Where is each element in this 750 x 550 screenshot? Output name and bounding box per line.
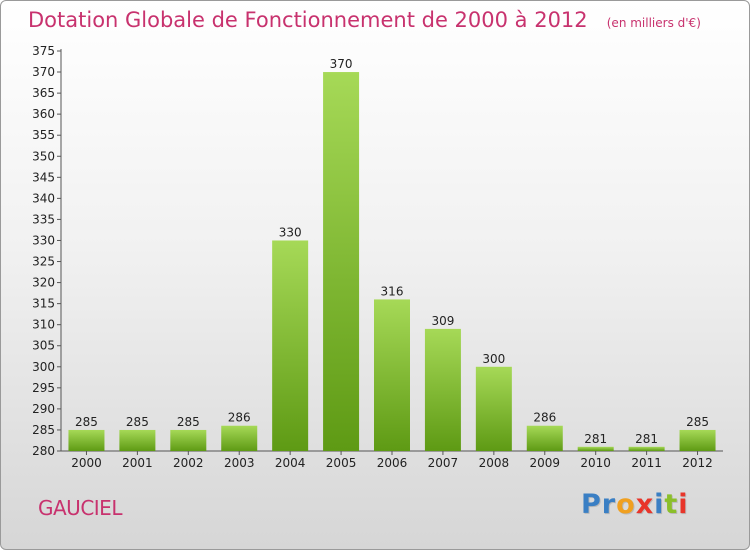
logo-letter: t bbox=[664, 489, 679, 520]
x-tick-label: 2009 bbox=[529, 456, 560, 470]
logo-letter: r bbox=[601, 489, 617, 520]
y-tick-label: 340 bbox=[32, 191, 55, 205]
bar bbox=[526, 425, 563, 451]
y-tick-label: 375 bbox=[32, 44, 55, 58]
y-tick-label: 360 bbox=[32, 107, 55, 121]
logo-letter: o bbox=[616, 489, 636, 520]
proxiti-logo: Proxiti bbox=[581, 489, 689, 520]
data-label: 285 bbox=[177, 415, 200, 429]
x-tick-label: 2000 bbox=[71, 456, 102, 470]
data-label: 286 bbox=[533, 411, 556, 425]
y-tick-label: 285 bbox=[32, 423, 55, 437]
bar bbox=[628, 446, 665, 451]
bar bbox=[323, 72, 360, 451]
chart-bars bbox=[68, 72, 716, 451]
bar bbox=[68, 429, 105, 451]
bar bbox=[272, 240, 309, 451]
chart-title: Dotation Globale de Fonctionnement de 20… bbox=[28, 8, 588, 32]
logo-letter: x bbox=[635, 489, 655, 520]
y-tick-label: 315 bbox=[32, 297, 55, 311]
y-tick-label: 335 bbox=[32, 212, 55, 226]
y-tick-label: 370 bbox=[32, 65, 55, 79]
data-label: 316 bbox=[381, 284, 404, 298]
x-tick-label: 2012 bbox=[682, 456, 713, 470]
y-tick-label: 300 bbox=[32, 360, 55, 374]
y-tick-label: 350 bbox=[32, 149, 55, 163]
data-label: 285 bbox=[126, 415, 149, 429]
y-tick-label: 290 bbox=[32, 402, 55, 416]
bar bbox=[119, 429, 156, 451]
x-tick-label: 2006 bbox=[377, 456, 408, 470]
x-tick-label: 2001 bbox=[122, 456, 153, 470]
y-tick-label: 280 bbox=[32, 444, 55, 458]
x-tick-label: 2002 bbox=[173, 456, 204, 470]
y-tick-label: 345 bbox=[32, 170, 55, 184]
x-tick-label: 2004 bbox=[275, 456, 306, 470]
bar bbox=[221, 425, 258, 451]
data-label: 285 bbox=[686, 415, 709, 429]
logo-letter: i bbox=[654, 489, 665, 520]
data-label: 281 bbox=[584, 432, 607, 446]
y-tick-label: 330 bbox=[32, 233, 55, 247]
y-tick-label: 355 bbox=[32, 128, 55, 142]
chart-axes: 280 285 290 295 300 305 310 315 320 325 330 335 340 3… bbox=[32, 44, 723, 458]
bar bbox=[170, 429, 207, 451]
chart-labels: 2000 285 2001 285 2002 285 2003 286 2004 330 2005 3… bbox=[71, 57, 713, 470]
bar bbox=[577, 446, 614, 451]
chart-unit-note: (en milliers d'€) bbox=[606, 16, 701, 30]
bar bbox=[475, 366, 512, 451]
bar bbox=[424, 328, 461, 451]
y-tick-label: 320 bbox=[32, 276, 55, 290]
logo-letter: i bbox=[678, 489, 689, 520]
x-tick-label: 2008 bbox=[479, 456, 510, 470]
data-label: 309 bbox=[431, 314, 454, 328]
y-tick-label: 305 bbox=[32, 339, 55, 353]
title-row: Dotation Globale de Fonctionnement de 20… bbox=[28, 8, 701, 32]
y-tick-label: 310 bbox=[32, 318, 55, 332]
data-label: 370 bbox=[330, 57, 353, 71]
x-tick-label: 2003 bbox=[224, 456, 255, 470]
data-label: 300 bbox=[482, 352, 505, 366]
y-tick-label: 325 bbox=[32, 255, 55, 269]
logo-letter: P bbox=[581, 489, 602, 520]
x-tick-label: 2007 bbox=[428, 456, 459, 470]
bar bbox=[374, 299, 410, 451]
x-tick-label: 2010 bbox=[580, 456, 611, 470]
data-label: 281 bbox=[635, 432, 658, 446]
bar bbox=[679, 429, 716, 451]
data-label: 330 bbox=[279, 225, 302, 239]
y-tick-label: 365 bbox=[32, 86, 55, 100]
x-tick-label: 2005 bbox=[326, 456, 357, 470]
commune-name: GAUCIEL bbox=[38, 496, 122, 520]
data-label: 285 bbox=[75, 415, 98, 429]
data-label: 286 bbox=[228, 411, 251, 425]
x-tick-label: 2011 bbox=[631, 456, 662, 470]
y-tick-label: 295 bbox=[32, 381, 55, 395]
